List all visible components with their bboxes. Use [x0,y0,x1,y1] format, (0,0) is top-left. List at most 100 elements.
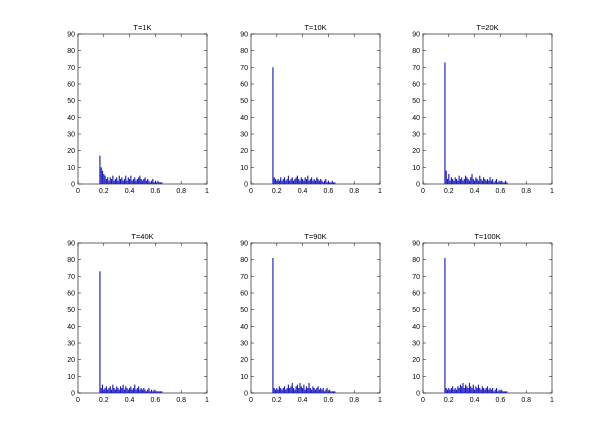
histogram-bar [136,179,138,184]
histogram-bar [143,179,145,184]
panel-6: T=100K 0 10 20 30 40 50 60 70 80 90 0 0.2 0.4 0.6 0.8 1 [412,232,554,404]
histogram-bar [325,389,327,393]
histogram-bar [450,388,452,393]
histogram-bar [309,388,311,393]
histogram-bar [122,180,124,184]
histogram-bar [291,177,293,184]
histogram-bar [331,180,333,184]
histogram-bar [157,391,159,393]
histogram-bar [463,388,465,393]
histogram-bar [453,389,455,393]
y-tick-label: 0 [71,391,75,398]
histogram-bar [110,389,113,393]
histogram-bar [105,179,107,184]
x-tick-label: 0.4 [470,397,480,404]
y-tick-label: 80 [67,257,75,264]
x-tick-label: 0.6 [151,188,161,195]
histogram-bar [287,384,289,393]
histogram-bar [490,389,492,393]
histogram-bar [466,386,468,393]
histogram-bar [136,388,138,393]
histogram-bar [476,388,478,393]
histogram-bar [286,388,288,393]
histogram-bar [107,177,109,184]
histogram-bar [158,391,160,393]
histogram-bar [485,180,487,184]
x-tick-label: 0 [249,188,253,195]
histogram-bar [459,179,461,184]
histogram-bar [290,386,292,393]
histogram-bar [321,180,323,184]
histogram-bar [454,177,456,184]
x-tick-label: 0.8 [521,188,531,195]
histogram-bar [108,388,110,393]
histogram-bar [109,177,111,184]
histogram-bar [286,179,288,184]
histogram-bar [322,388,324,393]
histogram-bar [131,180,133,184]
histogram-bar [476,179,478,184]
axes-frame [422,242,553,394]
histogram-bar [464,384,467,393]
histogram-bar [283,177,286,184]
histogram-bar [152,179,154,184]
y-tick-label: 0 [416,182,420,189]
x-tick-label: 1 [378,188,382,195]
panel-3: T=20K 0 10 20 30 40 50 60 70 80 90 0 0.2 0.4 0.6 0.8 1 [412,23,554,195]
histogram-bar [280,388,282,393]
y-tick-label: 50 [67,307,75,314]
x-tick-label: 1 [205,397,209,404]
y-tick-label: 10 [240,374,248,381]
histogram-bar [480,179,482,184]
y-tick-label: 50 [240,307,248,314]
x-tick-label: 0.2 [99,188,109,195]
histogram-bar [141,180,144,184]
y-tick-label: 40 [412,324,420,331]
y-tick-label: 80 [240,257,248,264]
histogram-bar [445,388,447,393]
histogram-bar [502,391,504,393]
histogram-bar [138,177,140,184]
x-tick-label: 0.6 [496,397,506,404]
x-tick-label: 1 [378,397,382,404]
histogram-bar [116,386,118,393]
histogram-bar [479,175,481,184]
histogram-bar [485,388,487,393]
y-tick-label: 30 [412,132,420,139]
y-tick-label: 20 [412,148,420,155]
y-tick-label: 60 [412,291,420,298]
x-tick-label: 0 [249,397,253,404]
histogram-bar [492,388,494,393]
histogram-bar [150,180,153,184]
histogram-bar [291,383,293,393]
histogram-bar [327,180,329,184]
histogram-bar [492,179,494,184]
histogram-bar [495,388,498,393]
histogram-bar [449,180,451,184]
histogram-bar [156,391,158,393]
histogram-bar [277,389,279,393]
histogram-bar [159,391,162,393]
histogram-bar [506,391,508,393]
histogram-bar [329,182,331,184]
y-tick-label: 60 [240,291,248,298]
histogram-bar [282,388,284,393]
histogram-bar [459,384,461,393]
y-tick-label: 10 [412,165,420,172]
histogram-bar [300,177,302,184]
y-tick-label: 10 [240,165,248,172]
histogram-bar [152,391,154,393]
histogram-bar [125,386,127,393]
histogram-bar [444,258,446,393]
x-tick-label: 0.8 [521,397,531,404]
histogram-bar [467,179,469,184]
histogram-bar [457,180,459,184]
histogram-bar [499,391,501,393]
y-tick-label: 60 [412,82,420,89]
histogram-bar [445,170,447,184]
y-tick-label: 30 [240,341,248,348]
x-tick-label: 0.8 [176,397,186,404]
histogram-bar [273,388,275,393]
x-tick-label: 0 [421,188,425,195]
